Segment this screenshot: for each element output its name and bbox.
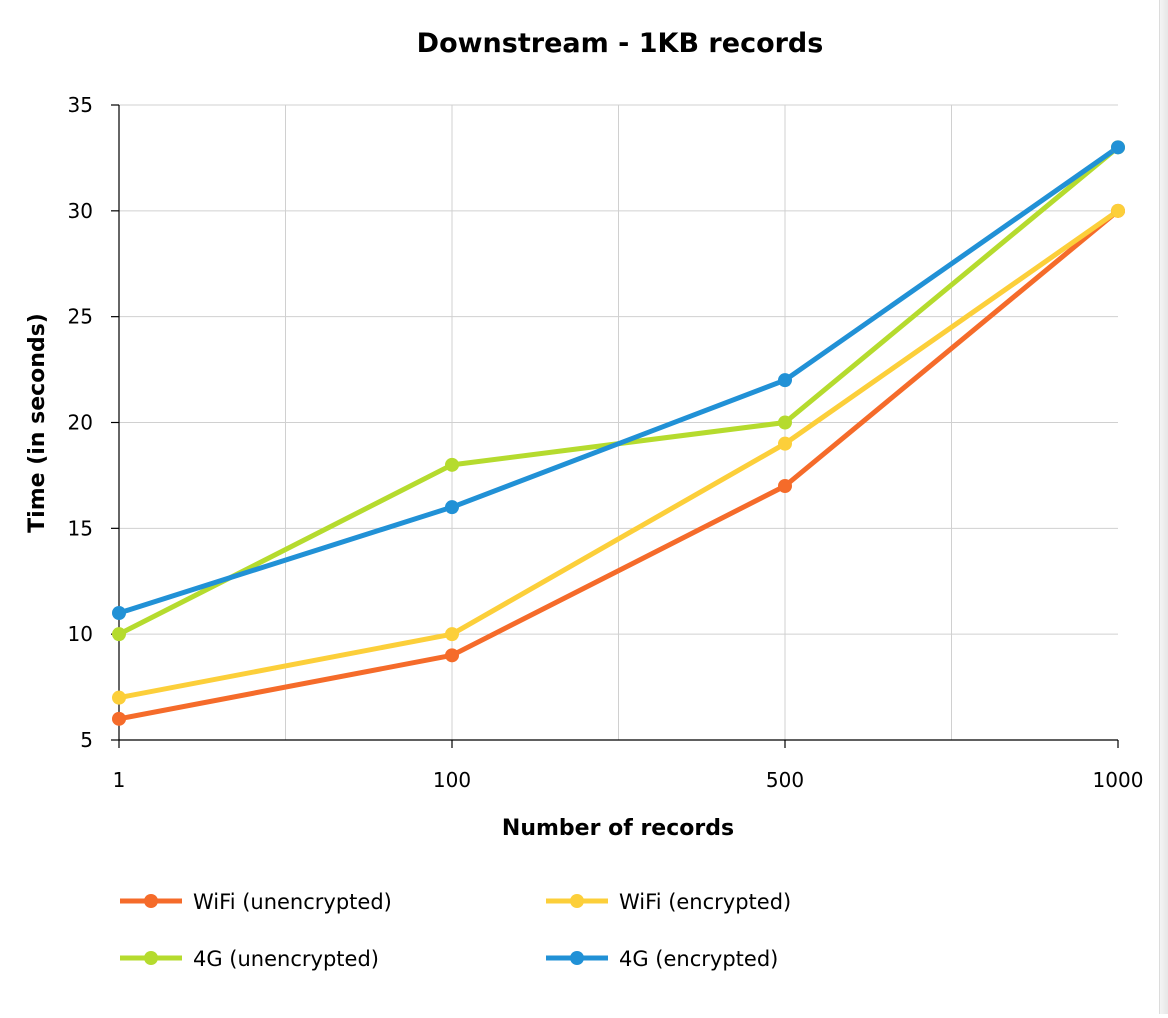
y-tick-label-2: 15 (68, 516, 93, 540)
series-2-point-2 (778, 415, 792, 430)
legend-label-3[interactable]: 4G (encrypted) (619, 947, 778, 971)
legend-label-2[interactable]: 4G (unencrypted) (193, 947, 379, 971)
y-axis-ticks: 5 10 15 20 25 30 35 (68, 93, 119, 752)
x-tick-label-3: 1000 (1093, 768, 1144, 792)
series-1-point-3 (1111, 203, 1125, 218)
window-edge (1159, 0, 1168, 1014)
legend: WiFi (unencrypted) WiFi (encrypted) 4G (un… (120, 890, 791, 971)
series-1-point-2 (778, 436, 792, 451)
legend-marker-1 (570, 894, 584, 908)
y-tick-label-0: 5 (80, 728, 93, 752)
series-2-point-0 (112, 627, 126, 642)
series-0-point-2 (778, 479, 792, 493)
legend-marker-0 (144, 894, 158, 908)
x-axis-label: Number of records (502, 816, 734, 841)
series-2-point-1 (445, 457, 459, 472)
y-tick-label-4: 25 (68, 305, 93, 329)
series-line-1 (116, 208, 1121, 701)
y-tick-label-6: 35 (68, 93, 93, 117)
series-line-3 (116, 144, 1121, 616)
x-tick-label-0: 1 (113, 768, 126, 792)
x-tick-label-2: 500 (766, 768, 804, 792)
chart-title: Downstream - 1KB records (417, 28, 824, 59)
series-3-point-0 (112, 606, 126, 620)
series-0-point-1 (445, 648, 459, 663)
legend-marker-3 (570, 951, 584, 965)
y-tick-label-3: 20 (68, 411, 93, 435)
series-line-0 (116, 208, 1121, 722)
x-tick-label-1: 100 (433, 768, 471, 792)
series-3-point-2 (778, 373, 792, 388)
series-1-point-0 (112, 690, 126, 705)
series-0-point-0 (112, 711, 126, 726)
legend-marker-2 (144, 951, 158, 965)
series-group (112, 140, 1125, 726)
grid-lines (119, 104, 1118, 740)
y-axis-label: Time (in seconds) (25, 313, 50, 533)
legend-label-0[interactable]: WiFi (unencrypted) (193, 890, 392, 914)
x-axis-ticks: 1 100 500 1000 (113, 740, 1144, 792)
series-3-point-1 (445, 500, 459, 515)
legend-label-1[interactable]: WiFi (encrypted) (619, 890, 791, 914)
y-tick-label-5: 30 (68, 199, 93, 223)
series-1-point-1 (445, 627, 459, 642)
y-tick-label-1: 10 (68, 622, 93, 646)
series-3-point-3 (1111, 140, 1125, 155)
